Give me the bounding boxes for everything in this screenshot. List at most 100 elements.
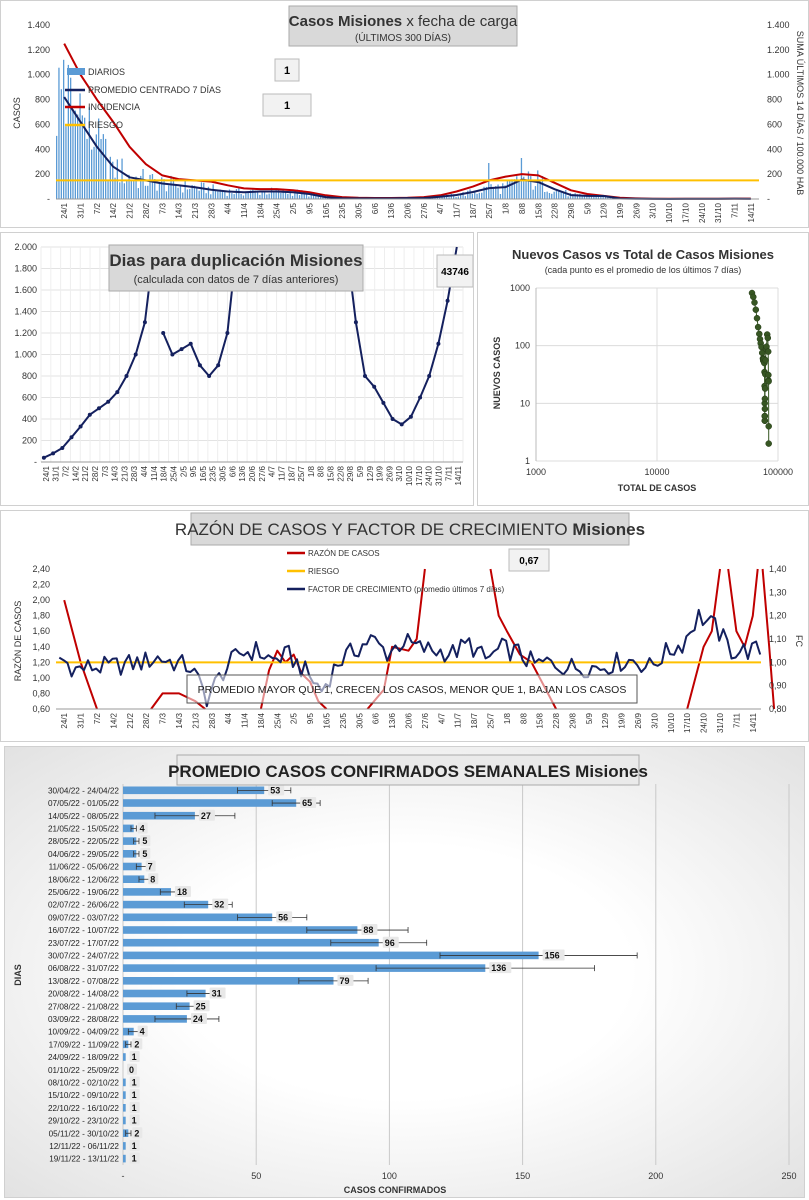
casos-xtick: 24/1	[60, 202, 69, 218]
casos-daily-bar	[319, 195, 322, 199]
casos-y2tick: 200	[767, 169, 782, 179]
dup-point	[427, 374, 432, 378]
casos-xtick: 7/3	[158, 202, 167, 214]
dup-subtitle: (calculada con datos de 7 días anteriore…	[134, 274, 339, 286]
casos-daily-bar	[116, 159, 118, 199]
sem-bar	[123, 964, 486, 972]
casos-daily-bar	[565, 189, 567, 199]
dup-point	[363, 374, 367, 378]
casos-daily-bar	[158, 182, 161, 199]
casos-daily-bar	[604, 196, 607, 199]
razon-xtick: 18/4	[257, 712, 266, 728]
razon-legend: RAZÓN DE CASOS RIESGO FACTOR DE CRECIMIE…	[287, 549, 505, 594]
casos-daily-bar	[242, 195, 245, 199]
razon-xtick: 4/4	[224, 712, 233, 724]
casos-daily-bar	[546, 191, 548, 199]
razon-y2tick: 1,00	[769, 657, 787, 667]
casos-daily-bar	[579, 194, 581, 199]
razon-xtick: 3/10	[650, 712, 659, 728]
scatter-xtick: 100000	[763, 467, 793, 477]
casos-xtick: 6/6	[371, 202, 380, 214]
casos-xtick: 12/9	[600, 202, 609, 218]
casos-daily-bar	[583, 196, 586, 199]
casos-daily-bar	[163, 179, 165, 199]
sem-category-label: 02/07/22 - 26/06/22	[48, 901, 119, 910]
sem-data-label-bg	[140, 847, 151, 859]
casos-badge-2	[262, 93, 312, 117]
casos-ytick: 400	[35, 144, 50, 154]
casos-xtick: 28/2	[142, 202, 151, 218]
casos-y2tick: 400	[767, 144, 782, 154]
dup-xtick: 19/9	[376, 465, 385, 481]
dup-ytick: -	[34, 457, 37, 467]
razon-ylabel: RAZÓN DE CASOS	[13, 601, 23, 682]
casos-xtick: 9/5	[305, 202, 314, 214]
casos-ytick: 1.200	[27, 45, 50, 55]
casos-daily-bar	[128, 174, 130, 199]
dup-xtick: 7/11	[444, 465, 453, 481]
legend-promedio: PROMEDIO CENTRADO 7 DÍAS	[88, 85, 221, 95]
razon-y2tick: 0,90	[769, 681, 787, 691]
dup-point	[436, 341, 441, 346]
casos-daily-bar	[455, 196, 457, 199]
razon-fc-line	[58, 608, 762, 708]
sem-bar	[123, 824, 134, 833]
casos-daily-bar	[154, 179, 156, 199]
casos-daily-bar	[490, 184, 492, 199]
sem-bar	[123, 888, 171, 896]
casos-daily-bar	[495, 186, 497, 199]
casos-daily-bar	[562, 192, 565, 199]
casos-ytick: -	[47, 194, 50, 204]
casos-ytick: 1.400	[27, 20, 50, 30]
casos-daily-bar	[119, 182, 121, 199]
razon-ytick: 0,80	[32, 688, 50, 698]
casos-daily-bar	[581, 195, 583, 199]
razon-badge	[508, 548, 550, 572]
dup-xtick: 28/3	[130, 465, 139, 481]
casos-daily-bar	[305, 192, 308, 199]
razon-xtick: 28/2	[142, 712, 151, 728]
casos-daily-bar	[221, 191, 224, 199]
casos-daily-bar	[532, 189, 534, 199]
casos-daily-bar	[133, 180, 135, 199]
casos-daily-bar	[189, 188, 191, 199]
dup-ytick: 1.200	[14, 328, 37, 338]
dup-xtick: 31/10	[434, 465, 443, 486]
legend-incidencia: INCIDENCIA	[88, 102, 140, 112]
sem-xlabel: CASOS CONFIRMADOS	[344, 1185, 447, 1195]
dup-point	[60, 446, 65, 450]
sem-category-label: 11/06/22 - 05/06/22	[49, 863, 120, 872]
razon-xtick: 17/10	[683, 712, 692, 733]
sem-data-label: 79	[339, 976, 349, 986]
casos-xtick: 2/5	[289, 202, 298, 214]
dup-point	[225, 331, 230, 335]
razon-xtick: 19/9	[618, 712, 627, 728]
casos-daily-bar	[595, 195, 597, 199]
razon-title-box	[190, 512, 630, 546]
dup-point	[418, 395, 423, 400]
sem-xtick: 50	[251, 1171, 261, 1181]
sem-category-label: 21/05/22 - 15/05/22	[48, 824, 119, 833]
casos-daily-bar	[476, 193, 478, 199]
casos-daily-bar	[228, 189, 231, 199]
razon-note-box	[186, 674, 638, 704]
casos-daily-bar	[590, 195, 593, 199]
chart-semanales-panel: 53 65 27 4 5 5 7 8 18 32 56 88 96 156 136 79 31 25 24 4 2 1 0 1…	[4, 746, 805, 1198]
dup-xtick: 6/6	[228, 465, 237, 477]
casos-xtick: 22/8	[551, 202, 560, 218]
scatter-point	[762, 356, 769, 364]
razon-xtick: 10/10	[667, 712, 676, 733]
casos-daily-bar	[303, 192, 305, 199]
casos-xtick: 10/10	[665, 202, 674, 223]
razon-ytick: 1,20	[32, 657, 50, 667]
sem-data-label: 88	[363, 925, 373, 935]
sem-data-label: 27	[201, 811, 211, 821]
sem-category-label: 23/07/22 - 17/07/22	[48, 939, 119, 948]
razon-y2tick: 0,80	[769, 704, 787, 714]
razon-ytick: 0,60	[32, 704, 50, 714]
casos-daily-bar	[65, 126, 67, 199]
legend-fc: FACTOR DE CRECIMIENTO (promedio últimos …	[308, 585, 505, 594]
dup-xtick: 31/1	[52, 465, 61, 481]
dup-point	[197, 363, 202, 368]
scatter-ytick: 1	[525, 456, 530, 466]
